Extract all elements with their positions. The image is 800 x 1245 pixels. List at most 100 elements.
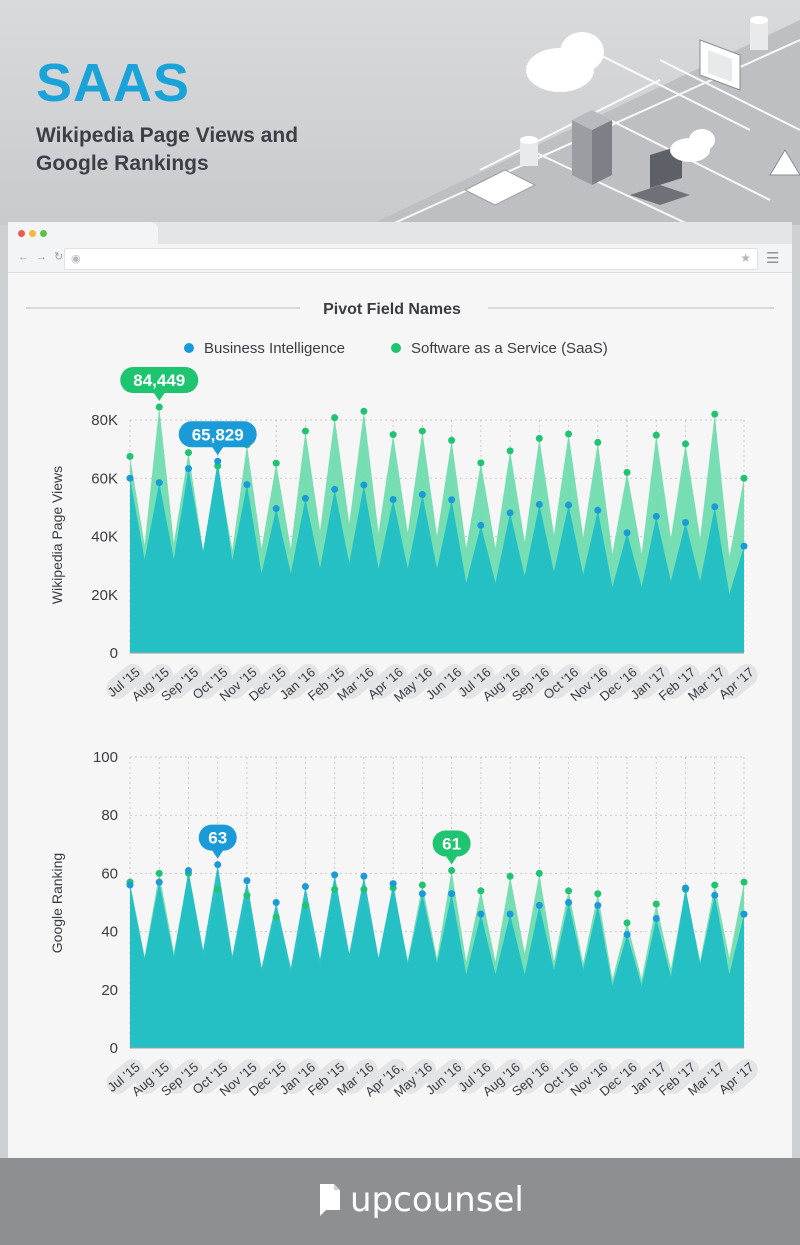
page-title: SAAS xyxy=(36,53,191,113)
y-tick-label: 60K xyxy=(91,470,118,487)
saas-point xyxy=(448,866,456,874)
callout-bubble xyxy=(178,421,257,448)
minimize-window-dot[interactable] xyxy=(29,230,36,237)
browser-tab[interactable] xyxy=(8,222,158,244)
bi-area xyxy=(130,864,744,1048)
callout-pointer xyxy=(211,849,224,859)
address-bar[interactable]: ◉ ★ xyxy=(64,248,758,270)
x-tick-bubble xyxy=(632,664,671,699)
bi-point xyxy=(448,890,456,898)
saas-point xyxy=(535,434,543,442)
bi-point xyxy=(214,457,222,465)
saas-point xyxy=(272,913,280,921)
bi-point xyxy=(184,866,192,874)
bi-point xyxy=(155,878,163,886)
bi-point xyxy=(740,910,748,918)
bi-point xyxy=(711,891,719,899)
y-axis-label: Google Ranking xyxy=(49,853,65,953)
x-tick-bubble xyxy=(603,1059,641,1094)
saas-point xyxy=(623,919,631,927)
x-tick-bubble xyxy=(662,664,700,699)
x-tick-bubble xyxy=(486,664,524,699)
menu-icon[interactable]: ☰ xyxy=(766,250,780,267)
bi-point xyxy=(506,910,514,918)
bi-point xyxy=(389,496,397,504)
navigation-arrows-icon[interactable]: ← → ↻ xyxy=(18,251,66,263)
saas-point xyxy=(711,881,719,889)
x-tick-bubble xyxy=(515,664,554,699)
x-tick-bubble xyxy=(311,1059,349,1094)
tech-isometric-illustration xyxy=(370,16,800,225)
bookmark-star-icon[interactable]: ★ xyxy=(740,251,751,265)
y-tick-label: 80 xyxy=(101,807,118,824)
callout-pointer xyxy=(211,446,224,456)
maximize-window-dot[interactable] xyxy=(40,230,47,237)
bi-point xyxy=(184,465,192,473)
x-tick-bubble xyxy=(311,664,349,699)
callout-label: 63 xyxy=(208,829,227,848)
page-subtitle: Wikipedia Page Views and Google Rankings xyxy=(36,124,299,175)
close-window-dot[interactable] xyxy=(18,230,25,237)
x-tick-bubble xyxy=(369,664,407,699)
document-logo-icon xyxy=(320,1184,340,1216)
bi-point xyxy=(272,505,280,513)
x-tick-bubble xyxy=(252,664,291,699)
monitor-icon xyxy=(699,39,741,91)
x-tick-bubble xyxy=(135,664,174,699)
saas-point xyxy=(301,901,309,909)
bi-point xyxy=(594,506,602,514)
saas-point xyxy=(623,468,631,476)
legend-title: Pivot Field Names xyxy=(323,301,461,318)
bi-point xyxy=(477,521,485,529)
x-tick-bubble xyxy=(106,664,144,699)
bi-point xyxy=(535,500,543,508)
saas-point xyxy=(594,438,602,446)
cloud-icon-small xyxy=(670,129,715,162)
browser-content: Pivot Field Names Business Intelligence … xyxy=(8,273,792,1158)
bi-point xyxy=(126,881,134,889)
bi-point xyxy=(243,481,251,489)
x-tick-bubble xyxy=(486,1059,524,1094)
bi-point xyxy=(301,494,309,502)
saas-point xyxy=(272,459,280,467)
x-tick-bubble xyxy=(632,1059,671,1094)
x-tick-bubble xyxy=(369,1059,407,1094)
callout-bubble xyxy=(120,367,199,394)
bi-point xyxy=(418,491,426,499)
y-tick-label: 40 xyxy=(101,924,118,941)
x-tick-bubble xyxy=(545,1059,583,1094)
x-tick-bubble xyxy=(662,1059,700,1094)
bi-point xyxy=(272,899,280,906)
bi-point xyxy=(711,503,719,511)
browser-tab-bar xyxy=(8,222,792,244)
bi-point xyxy=(477,910,485,918)
saas-point xyxy=(565,887,573,895)
x-tick-bubble xyxy=(194,1059,232,1094)
x-tick-bubble xyxy=(398,664,437,699)
bi-point xyxy=(389,880,397,888)
globe-icon: ◉ xyxy=(71,253,81,265)
y-tick-label: 20K xyxy=(91,587,118,604)
browser-toolbar: ← → ↻ ◉ ★ ☰ xyxy=(8,244,792,273)
saas-point xyxy=(594,890,602,898)
x-tick-bubble xyxy=(106,1059,144,1094)
saas-point xyxy=(360,407,368,415)
saas-point xyxy=(155,869,163,877)
charts-canvas: Pivot Field Names Business Intelligence … xyxy=(26,301,774,1100)
saas-point xyxy=(652,900,660,908)
x-tick-bubble xyxy=(398,1059,437,1094)
bi-point xyxy=(682,519,690,527)
callout-bubble xyxy=(198,824,237,851)
bi-point xyxy=(506,509,514,517)
x-tick-bubble xyxy=(340,664,378,699)
callout-pointer xyxy=(445,855,458,865)
saas-point xyxy=(477,459,485,467)
x-tick-bubble xyxy=(428,664,466,699)
bi-point xyxy=(301,882,309,890)
saas-point xyxy=(214,885,222,893)
x-tick-bubble xyxy=(720,664,758,699)
x-tick-bubble xyxy=(135,1059,174,1094)
saas-point xyxy=(301,427,309,435)
saas-point xyxy=(418,427,426,435)
